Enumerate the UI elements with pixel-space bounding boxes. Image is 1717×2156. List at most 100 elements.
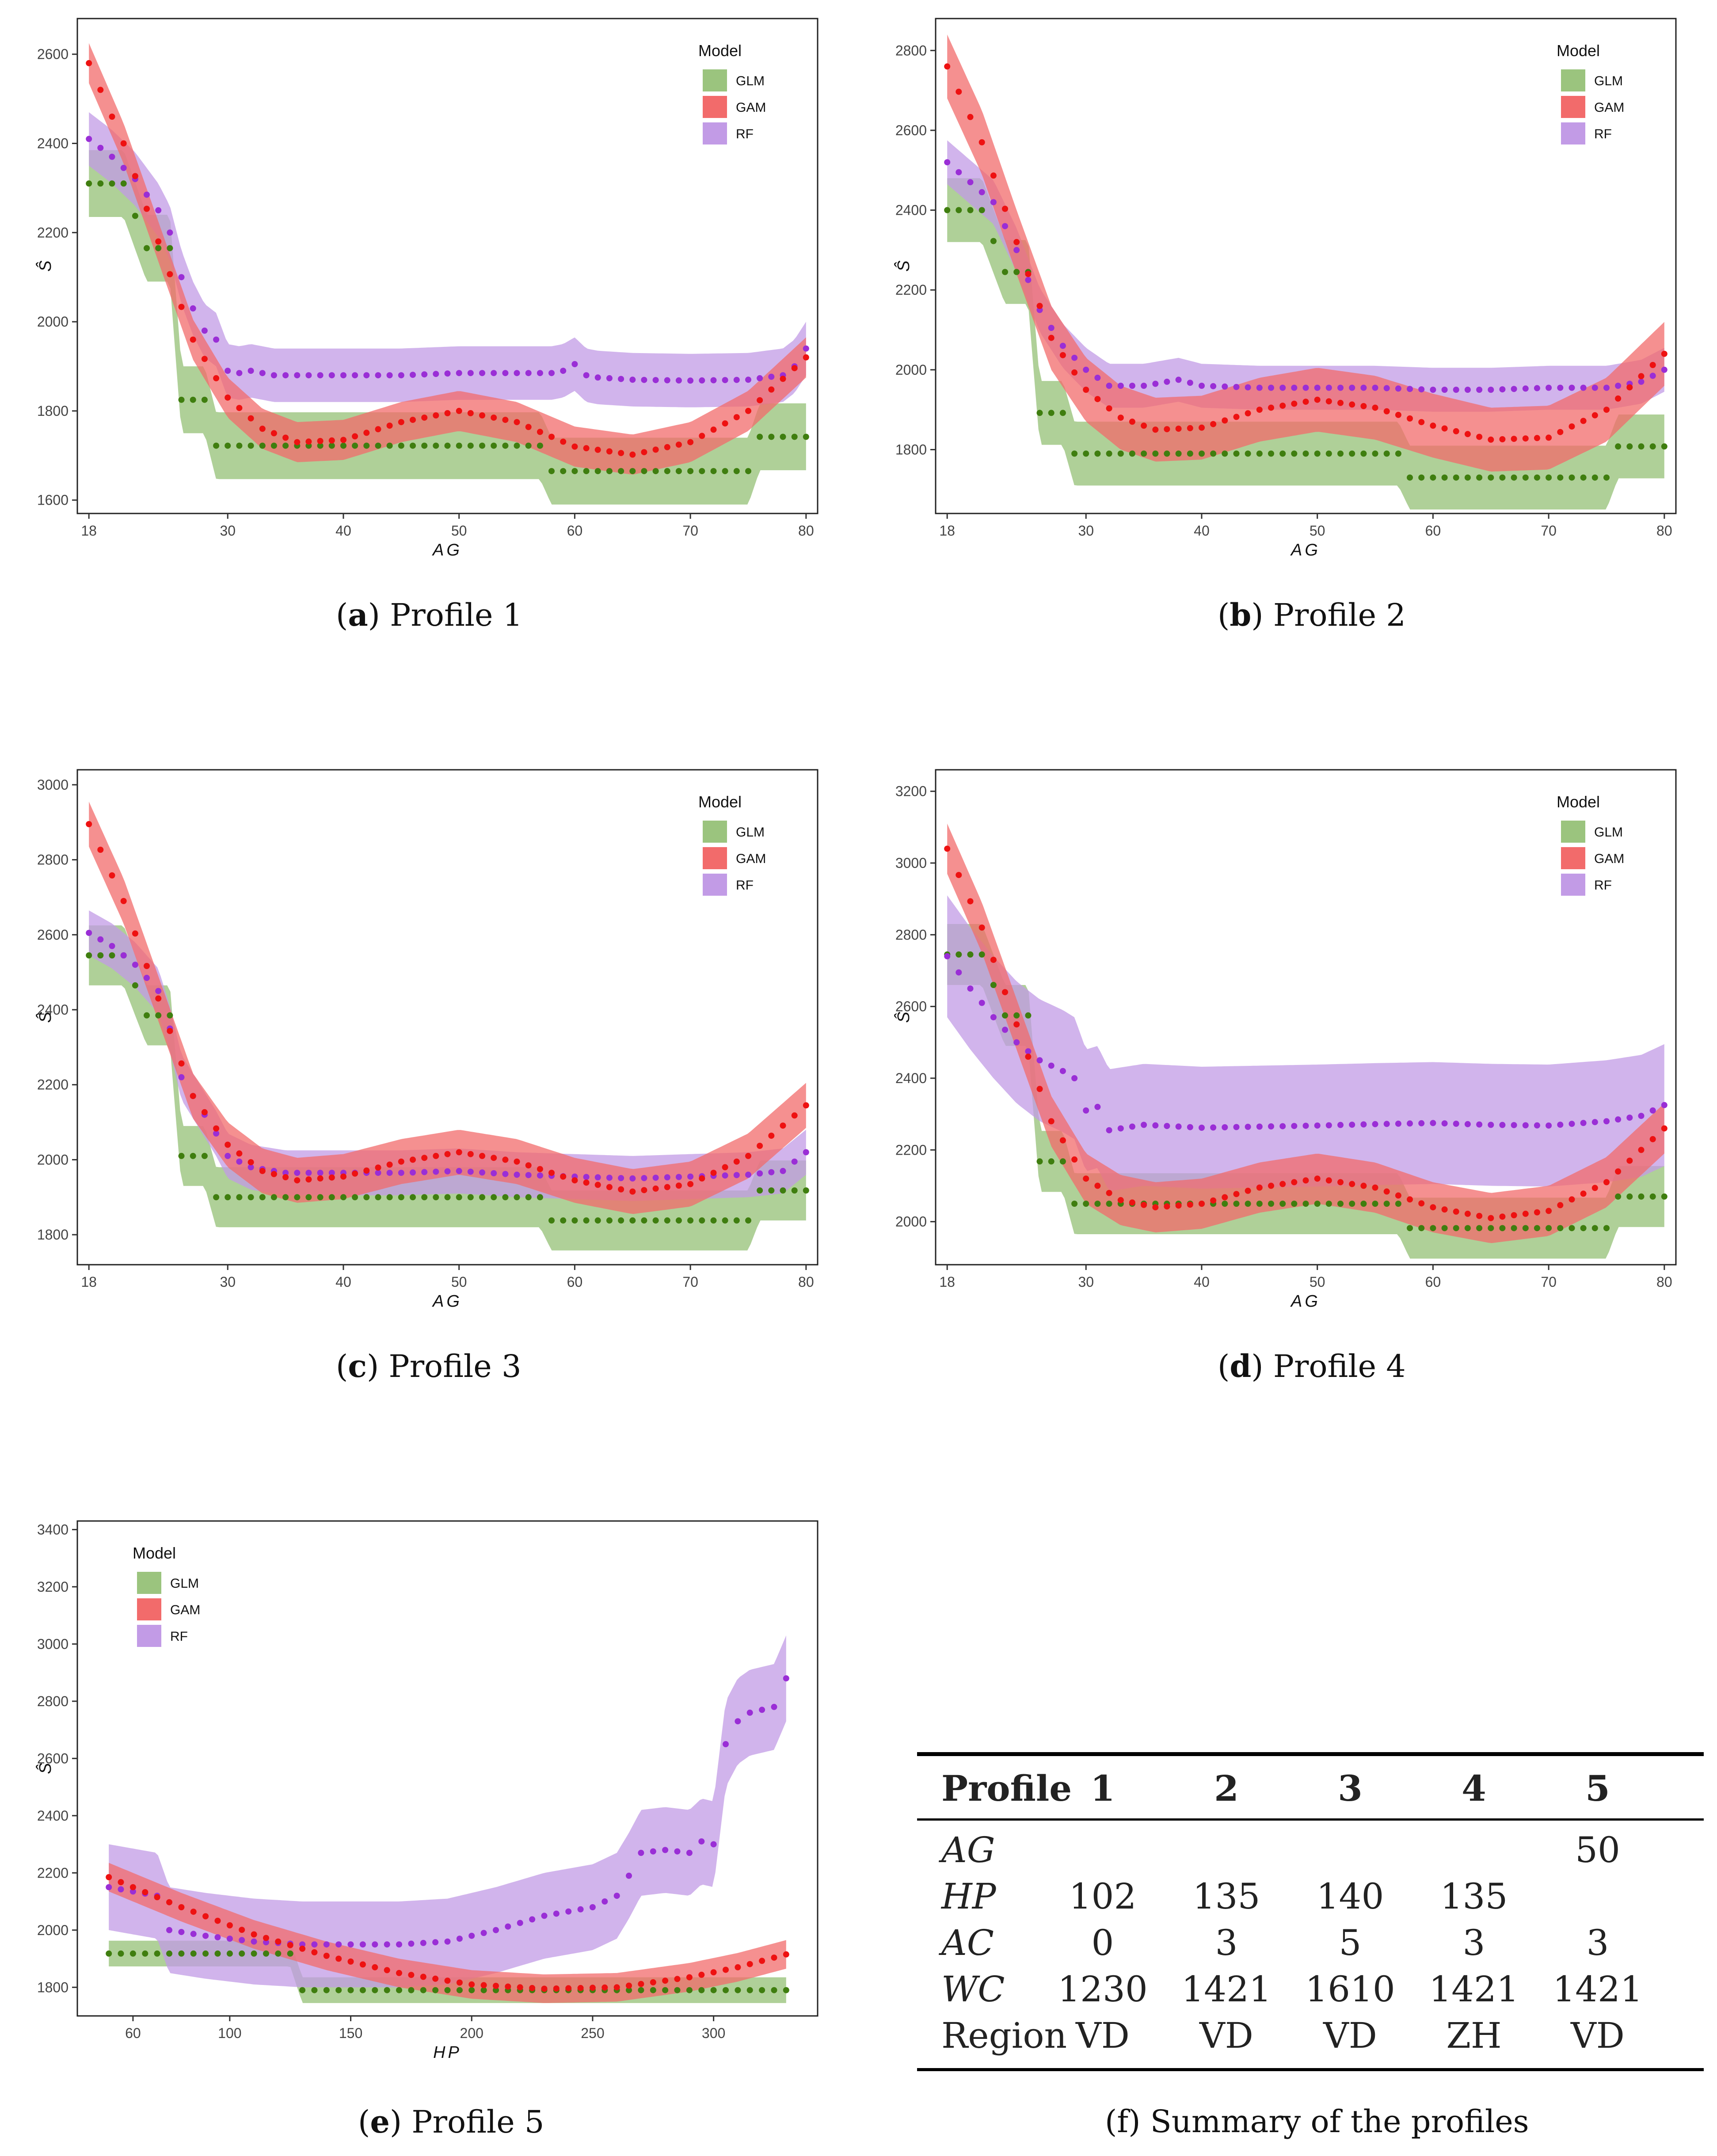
- rf-point: [335, 1941, 342, 1948]
- glm-point: [225, 1194, 231, 1201]
- legend-swatch-glm: [137, 1572, 161, 1594]
- rf-point: [771, 1704, 777, 1710]
- gam-point: [1083, 1175, 1089, 1182]
- glm-point: [583, 468, 590, 475]
- rf-point: [541, 1913, 548, 1919]
- gam-point: [410, 417, 416, 423]
- rf-point: [505, 1923, 511, 1930]
- legend-swatch-glm: [703, 821, 727, 843]
- gam-point: [178, 1060, 185, 1067]
- rf-point: [1638, 1113, 1645, 1119]
- glm-point: [106, 1950, 112, 1957]
- glm-point: [1395, 1201, 1401, 1207]
- rf-point: [236, 370, 243, 376]
- rf-point: [652, 1175, 659, 1181]
- rf-ci-band: [89, 112, 806, 407]
- glm-point: [618, 1217, 624, 1224]
- glm-point: [444, 1194, 451, 1201]
- rf-point: [1360, 1121, 1367, 1128]
- rf-point: [239, 1937, 245, 1943]
- legend-swatch-glm: [1561, 69, 1585, 91]
- gam-point: [1071, 369, 1078, 376]
- gam-point: [1615, 395, 1622, 402]
- gam-point: [294, 1177, 301, 1184]
- gam-point: [1291, 400, 1298, 407]
- gam-point: [359, 1961, 366, 1968]
- gam-point: [294, 439, 301, 445]
- gam-point: [456, 1149, 462, 1156]
- rf-point: [1360, 384, 1367, 391]
- rf-point: [757, 375, 763, 381]
- glm-point: [201, 1152, 208, 1159]
- rf-point: [525, 370, 532, 376]
- gam-point: [1106, 1190, 1112, 1196]
- gam-point: [299, 1945, 306, 1952]
- rf-point: [408, 1940, 415, 1947]
- gam-point: [1430, 1204, 1436, 1211]
- glm-point: [1603, 474, 1610, 481]
- gam-ci-band: [89, 43, 806, 475]
- y-axis-label: Ŝ: [35, 1763, 55, 1774]
- gam-point: [335, 1955, 342, 1962]
- y-tick-label: 2600: [895, 999, 927, 1015]
- gam-point: [1407, 415, 1413, 422]
- gam-point: [1187, 425, 1193, 431]
- glm-point: [323, 1987, 330, 1993]
- rf-point: [1117, 383, 1124, 389]
- rf-point: [735, 1718, 741, 1725]
- glm-point: [1360, 1201, 1367, 1207]
- gam-point: [1522, 1210, 1529, 1217]
- gam-point: [1059, 352, 1066, 358]
- rf-point: [433, 371, 439, 377]
- gam-point: [1360, 403, 1367, 409]
- y-tick-label: 3000: [37, 777, 69, 793]
- gam-point: [1233, 1191, 1240, 1198]
- gam-point: [239, 1927, 245, 1933]
- gam-point: [1256, 1184, 1263, 1191]
- glm-point: [1372, 1201, 1378, 1207]
- glm-point: [167, 1012, 173, 1019]
- glm-point: [1476, 1225, 1483, 1232]
- gam-point: [480, 1982, 487, 1989]
- gam-point: [1488, 1215, 1494, 1221]
- gam-point: [956, 872, 962, 878]
- gam-point: [1199, 424, 1205, 431]
- gam-point: [109, 872, 115, 878]
- rf-point: [1661, 1102, 1668, 1108]
- rf-point: [944, 953, 951, 959]
- glm-point: [686, 1987, 693, 1993]
- glm-point: [791, 433, 798, 440]
- x-tick-label: 60: [1425, 1274, 1441, 1290]
- rf-point: [1036, 1057, 1043, 1064]
- gam-point: [606, 1184, 613, 1190]
- gam-point: [1580, 1190, 1587, 1197]
- rf-point: [305, 1170, 312, 1176]
- gam-point: [1106, 405, 1112, 412]
- rf-point: [1372, 384, 1378, 391]
- gam-point: [541, 1985, 548, 1992]
- y-tick-label: 2600: [37, 1750, 69, 1766]
- glm-point: [132, 213, 138, 219]
- glm-point: [1383, 1201, 1390, 1207]
- table-header-cell: 1: [1090, 1768, 1115, 1809]
- gam-point: [662, 1977, 669, 1984]
- rf-point: [618, 376, 624, 382]
- gam-point: [594, 446, 601, 453]
- rf-point: [675, 1174, 682, 1180]
- gam-point: [626, 1982, 632, 1989]
- gam-point: [602, 1984, 608, 1991]
- x-axis-label: AG: [1290, 1292, 1321, 1311]
- gam-point: [340, 1173, 346, 1180]
- rf-point: [1603, 1118, 1610, 1125]
- rf-point: [263, 1939, 269, 1946]
- gam-point: [1557, 1202, 1564, 1209]
- rf-point: [1048, 1062, 1055, 1069]
- rf-point: [259, 370, 266, 376]
- glm-point: [1025, 1012, 1032, 1019]
- glm-point: [263, 1950, 269, 1957]
- glm-point: [757, 1187, 763, 1194]
- rf-point: [294, 372, 301, 379]
- y-axis-label: Ŝ: [894, 1011, 913, 1023]
- rf-point: [493, 1927, 499, 1933]
- glm-point: [214, 1950, 221, 1957]
